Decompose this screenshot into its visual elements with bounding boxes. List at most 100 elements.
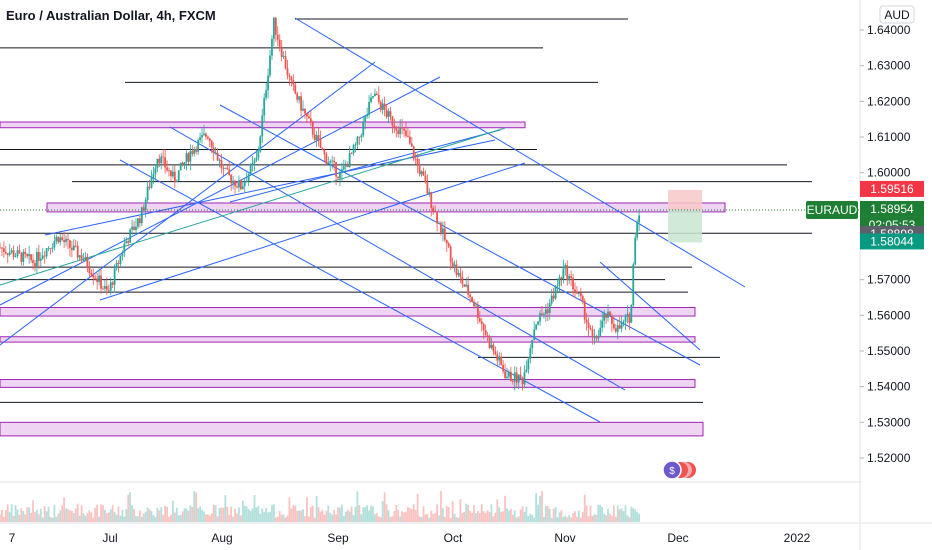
candle-body: [354, 144, 357, 146]
volume-bar: [111, 505, 114, 522]
volume-bar: [544, 505, 547, 522]
volume-bar: [78, 515, 81, 522]
events-icon[interactable]: $: [662, 460, 696, 480]
volume-bar: [152, 515, 155, 522]
candle-body: [564, 265, 567, 269]
volume-bar: [247, 509, 250, 522]
volume-bar: [86, 513, 89, 522]
sr-zone: [0, 306, 696, 317]
candle-body: [533, 329, 536, 340]
volume-bar: [403, 512, 405, 522]
volume-bar: [609, 513, 611, 522]
volume-bar: [201, 509, 203, 522]
candle-body: [408, 136, 411, 144]
candle-body: [476, 305, 479, 319]
volume-bar: [315, 495, 318, 522]
candle-body: [102, 288, 104, 290]
volume-bar: [568, 515, 571, 522]
candle-body: [358, 136, 361, 138]
volume-bar: [628, 517, 631, 522]
candle-body: [509, 371, 512, 381]
volume-bar: [175, 507, 178, 522]
candle-body: [451, 262, 454, 267]
volume-bar: [150, 511, 153, 522]
volume-bar: [82, 513, 85, 522]
candle-body: [123, 243, 126, 253]
volume-bar: [90, 512, 93, 522]
candle-body: [298, 96, 301, 100]
candle-body: [543, 313, 545, 315]
volume-bar: [393, 511, 396, 522]
candle-body: [226, 167, 229, 170]
price-axis[interactable]: 1.64000 1.63000 1.62000 1.61000 1.60000 1.570…: [860, 23, 911, 465]
volume-bar: [525, 506, 528, 522]
volume-bar: [506, 508, 508, 522]
candle-body: [61, 237, 64, 241]
trend-channel-line: [44, 139, 496, 236]
volume-bar: [478, 513, 481, 522]
candle-body: [568, 276, 571, 281]
candle-body: [230, 175, 233, 184]
volume-bar: [47, 506, 50, 522]
volume-bar: [70, 510, 73, 522]
candle-body: [428, 192, 431, 194]
volume-bar: [473, 505, 475, 522]
volume-bar: [496, 499, 499, 522]
candle-body: [436, 211, 438, 224]
candle-body: [500, 356, 503, 365]
candle-body: [401, 127, 404, 129]
candle-body: [362, 122, 365, 136]
volume-bar: [372, 506, 374, 522]
candle-body: [375, 93, 378, 95]
volume-bar: [436, 504, 438, 522]
candle-body: [552, 295, 555, 299]
volume-bar: [513, 510, 516, 522]
volume-bar: [521, 506, 524, 522]
volume-bar: [156, 507, 159, 522]
volume-bar: [352, 515, 355, 522]
stop-price-label: 1.59516: [870, 182, 914, 196]
candle-body: [397, 130, 400, 135]
price-tick-label: 1.54000: [867, 380, 911, 394]
candle-body: [0, 247, 1, 249]
candle-body: [164, 157, 167, 168]
volume-bar: [391, 516, 394, 522]
volume-bar: [463, 511, 466, 522]
volume-bar: [92, 517, 95, 522]
volume-bar: [577, 510, 580, 522]
volume-bar: [30, 512, 32, 522]
candle-body: [41, 255, 44, 259]
volume-bar: [59, 510, 62, 522]
volume-bar: [135, 515, 137, 522]
sr-zone: [0, 336, 696, 343]
candle-body: [521, 377, 524, 385]
candle-body: [210, 140, 213, 148]
candle-body: [420, 171, 423, 175]
volume-bar: [455, 517, 458, 522]
candle-body: [304, 108, 306, 114]
candle-body: [45, 248, 48, 257]
candle-body: [560, 277, 563, 280]
volume-bar: [576, 516, 578, 522]
candle-body: [206, 136, 209, 139]
candle-body: [195, 149, 198, 152]
volume-bar: [523, 511, 526, 522]
volume-bar: [529, 513, 532, 522]
candle-body: [24, 251, 27, 255]
candle-body: [34, 263, 36, 267]
candle-body: [622, 321, 625, 323]
price-tick-label: 1.56000: [867, 308, 911, 322]
time-axis[interactable]: 7 Jul Aug Sep Oct Nov Dec 2022: [9, 531, 811, 545]
volume-bar: [517, 516, 520, 522]
volume-bar: [36, 509, 38, 522]
volume-bar: [401, 511, 404, 522]
price-tick-label: 1.53000: [867, 415, 911, 429]
candle-body: [98, 275, 100, 282]
candle-body: [529, 348, 532, 359]
candle-body: [90, 272, 93, 276]
candle-body: [377, 94, 380, 102]
volume-bar: [554, 506, 557, 522]
candle-body: [127, 241, 130, 243]
candle-body: [249, 164, 252, 175]
